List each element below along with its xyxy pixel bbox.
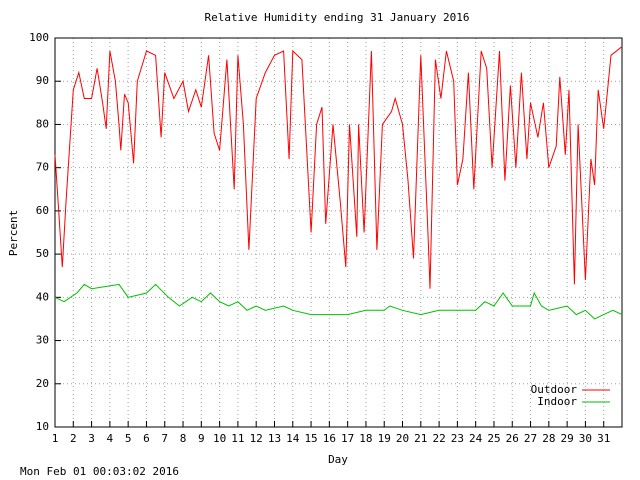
y-tick-label: 50 — [36, 247, 49, 260]
x-tick-label: 13 — [268, 432, 281, 445]
x-tick-label: 1 — [52, 432, 59, 445]
y-axis-label: Percent — [7, 210, 20, 256]
x-tick-label: 26 — [506, 432, 519, 445]
x-tick-label: 20 — [396, 432, 409, 445]
x-tick-label: 19 — [378, 432, 391, 445]
x-tick-label: 8 — [180, 432, 187, 445]
x-tick-label: 31 — [597, 432, 610, 445]
x-tick-label: 18 — [359, 432, 372, 445]
chart-title: Relative Humidity ending 31 January 2016 — [205, 11, 470, 24]
x-tick-label: 12 — [250, 432, 263, 445]
y-tick-label: 40 — [36, 290, 49, 303]
x-tick-label: 6 — [143, 432, 150, 445]
x-tick-label: 4 — [107, 432, 114, 445]
y-tick-label: 10 — [36, 420, 49, 433]
y-tick-label: 20 — [36, 377, 49, 390]
x-axis-label: Day — [328, 453, 348, 466]
x-tick-label: 30 — [579, 432, 592, 445]
x-tick-label: 3 — [88, 432, 95, 445]
x-tick-label: 23 — [451, 432, 464, 445]
y-tick-label: 90 — [36, 74, 49, 87]
timestamp: Mon Feb 01 00:03:02 2016 — [20, 465, 179, 478]
plot-frame — [54, 37, 623, 428]
x-tick-label: 25 — [487, 432, 500, 445]
x-tick-label: 15 — [304, 432, 317, 445]
x-tick-label: 2 — [70, 432, 77, 445]
x-tick-label: 22 — [432, 432, 445, 445]
x-tick-label: 27 — [524, 432, 537, 445]
x-tick-label: 14 — [286, 432, 300, 445]
y-tick-label: 60 — [36, 204, 49, 217]
data-line — [54, 283, 623, 320]
y-tick-label: 70 — [36, 161, 49, 174]
x-tick-label: 21 — [414, 432, 427, 445]
x-tick-label: 10 — [213, 432, 226, 445]
x-tick-label: 16 — [323, 432, 336, 445]
x-tick-label: 11 — [231, 432, 244, 445]
x-tick-label: 9 — [198, 432, 205, 445]
y-tick-label: 30 — [36, 334, 49, 347]
legend-label: Outdoor — [531, 383, 578, 396]
x-tick-label: 28 — [542, 432, 555, 445]
x-tick-label: 5 — [125, 432, 132, 445]
legend-label: Indoor — [537, 395, 577, 408]
x-tick-label: 17 — [341, 432, 354, 445]
x-tick-label: 29 — [561, 432, 574, 445]
x-tick-label: 7 — [161, 432, 168, 445]
data-line — [54, 46, 623, 289]
y-tick-label: 100 — [29, 31, 49, 44]
y-tick-label: 80 — [36, 117, 49, 130]
x-tick-label: 24 — [469, 432, 483, 445]
